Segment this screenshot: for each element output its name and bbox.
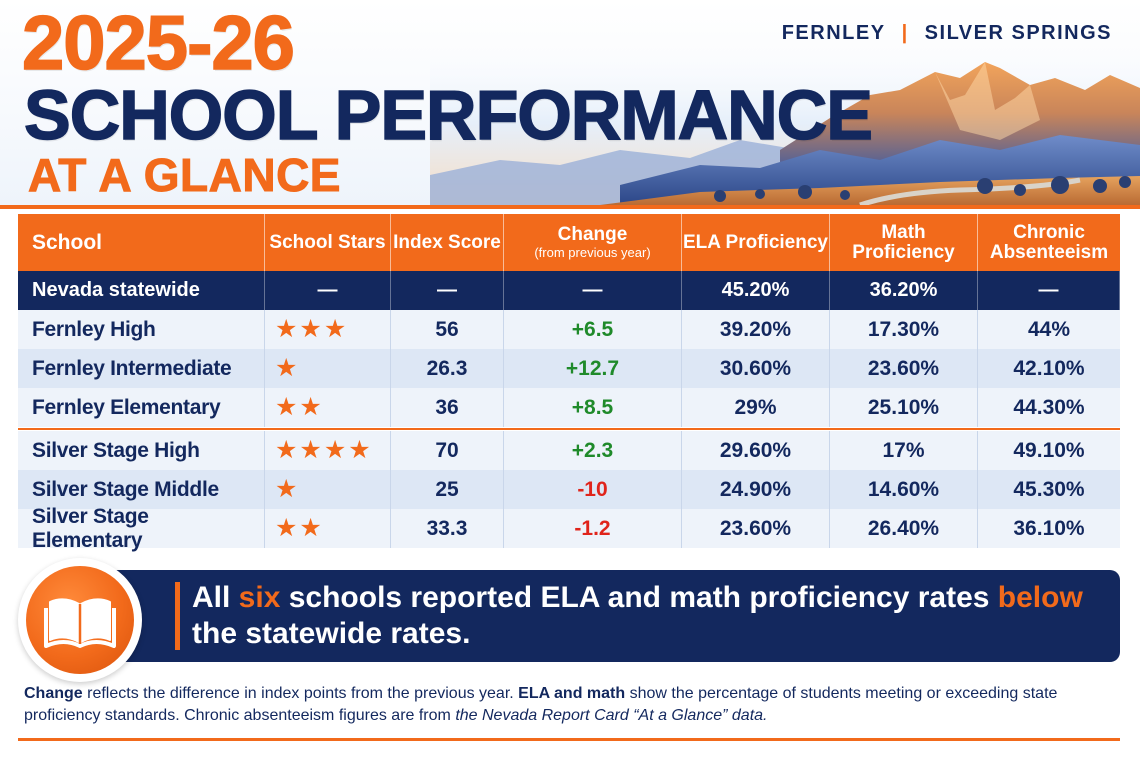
title-year: 2025-26 [21,1,295,86]
table-row: Silver Stage High ★★★★ 70 +2.3 29.60% 17% 49.1… [18,431,1120,470]
change-value: +12.7 [504,349,682,388]
school-name: Silver Stage Middle [18,470,265,509]
school-name: Silver Stage Elementary [18,505,265,552]
column-header-change: Change (from previous year) [504,214,682,271]
chronic-absenteeism: 44.30% [1013,395,1085,419]
math-proficiency: 26.40% [830,509,978,548]
statewide-index: — [391,271,504,310]
change-value: -1.2 [504,509,682,548]
table-row: Fernley Elementary ★★ 36 +8.5 29% 25.10% 44.30… [18,388,1120,427]
star-icon-group: ★★ [275,514,324,542]
math-proficiency: 17% [830,431,978,470]
chronic-absenteeism: 36.10% [1013,516,1085,540]
statewide-row: Nevada statewide — — — 45.20% 36.20% — [18,271,1120,310]
star-rating: ★ [265,470,391,509]
district-divider [18,428,1120,430]
column-header-ela: ELA Proficiency [682,214,830,271]
star-rating: ★★★★ [265,431,391,470]
star-icon-group: ★ [275,475,300,503]
math-proficiency: 17.30% [830,310,978,349]
page-subtitle: AT A GLANCE [28,149,342,201]
book-badge [18,558,142,682]
statewide-math: 36.20% [830,271,978,310]
footnote: Change reflects the difference in index … [24,685,1058,724]
index-score: 26.3 [391,349,504,388]
ela-proficiency: 30.60% [682,349,830,388]
header-rule [0,205,1140,209]
index-score: 33.3 [391,509,504,548]
ela-proficiency: 29% [682,388,830,427]
index-score: 56 [391,310,504,349]
table-row: Fernley Intermediate ★ 26.3 +12.7 30.60% 23.6… [18,349,1120,388]
table-row: Fernley High ★★★ 56 +6.5 39.20% 17.30% 44% [18,310,1120,349]
chronic-absenteeism: 44% [1027,317,1071,341]
table-header-row: School School Stars Index Score Change (f… [18,214,1120,271]
column-header-index: Index Score [391,214,504,271]
statewide-absenteeism: — [978,271,1120,310]
footer-rule [18,738,1120,741]
change-value: -10 [504,470,682,509]
callout-highlight-below: below [997,581,1083,614]
math-proficiency: 23.60% [830,349,978,388]
index-score: 70 [391,431,504,470]
school-name: Fernley Intermediate [18,349,265,388]
column-header-math: Math Proficiency [830,214,978,271]
ela-proficiency: 39.20% [682,310,830,349]
column-header-stars: School Stars [265,214,391,271]
index-score: 36 [391,388,504,427]
statewide-ela: 45.20% [682,271,830,310]
location-silver-springs: SILVER SPRINGS [924,22,1112,44]
index-score: 25 [391,470,504,509]
open-book-icon [44,598,116,648]
statewide-stars: — [265,271,391,310]
ela-proficiency: 23.60% [682,509,830,548]
star-rating: ★★ [265,388,391,427]
star-rating: ★★ [265,509,391,548]
statewide-change: — [504,271,682,310]
location-labels: FERNLEY | SILVER SPRINGS [782,22,1112,45]
school-name: Fernley Elementary [18,388,265,427]
star-icon-group: ★★★ [275,315,349,343]
table-row: Silver Stage Middle ★ 25 -10 24.90% 14.60% 45.… [18,470,1120,509]
callout-text: All six schools reported ELA and math pr… [192,581,1083,650]
change-value: +6.5 [504,310,682,349]
ela-proficiency: 29.60% [682,431,830,470]
column-header-absenteeism: Chronic Absenteeism [989,221,1109,263]
statewide-name: Nevada statewide [18,271,265,310]
school-name: Fernley High [18,310,265,349]
table-row: Silver Stage Elementary ★★ 33.3 -1.2 23.60% 2… [18,505,1120,552]
star-icon-group: ★ [275,354,300,382]
chronic-absenteeism: 45.30% [1013,477,1085,501]
ela-proficiency: 24.90% [682,470,830,509]
chronic-absenteeism: 42.10% [1013,356,1085,380]
column-header-school: School [18,214,265,271]
change-value: +2.3 [504,431,682,470]
math-proficiency: 25.10% [830,388,978,427]
chronic-absenteeism: 49.10% [1013,438,1085,462]
location-separator: | [901,22,909,44]
callout-highlight-six: six [238,581,281,614]
header-banner: 2025-26 SCHOOL PERFORMANCE AT A GLANCE F… [0,0,1140,205]
school-name: Silver Stage High [18,431,265,470]
star-rating: ★ [265,349,391,388]
mountain-landscape-illustration [430,40,1140,205]
location-fernley: FERNLEY [781,22,886,44]
performance-table: School School Stars Index Score Change (f… [18,214,1120,552]
math-proficiency: 14.60% [830,470,978,509]
callout-banner [98,570,1120,662]
change-value: +8.5 [504,388,682,427]
star-icon-group: ★★★★ [275,436,373,464]
star-icon-group: ★★ [275,393,324,421]
callout-accent-bar [175,582,180,650]
page-title: SCHOOL PERFORMANCE [23,76,873,154]
star-rating: ★★★ [265,310,391,349]
